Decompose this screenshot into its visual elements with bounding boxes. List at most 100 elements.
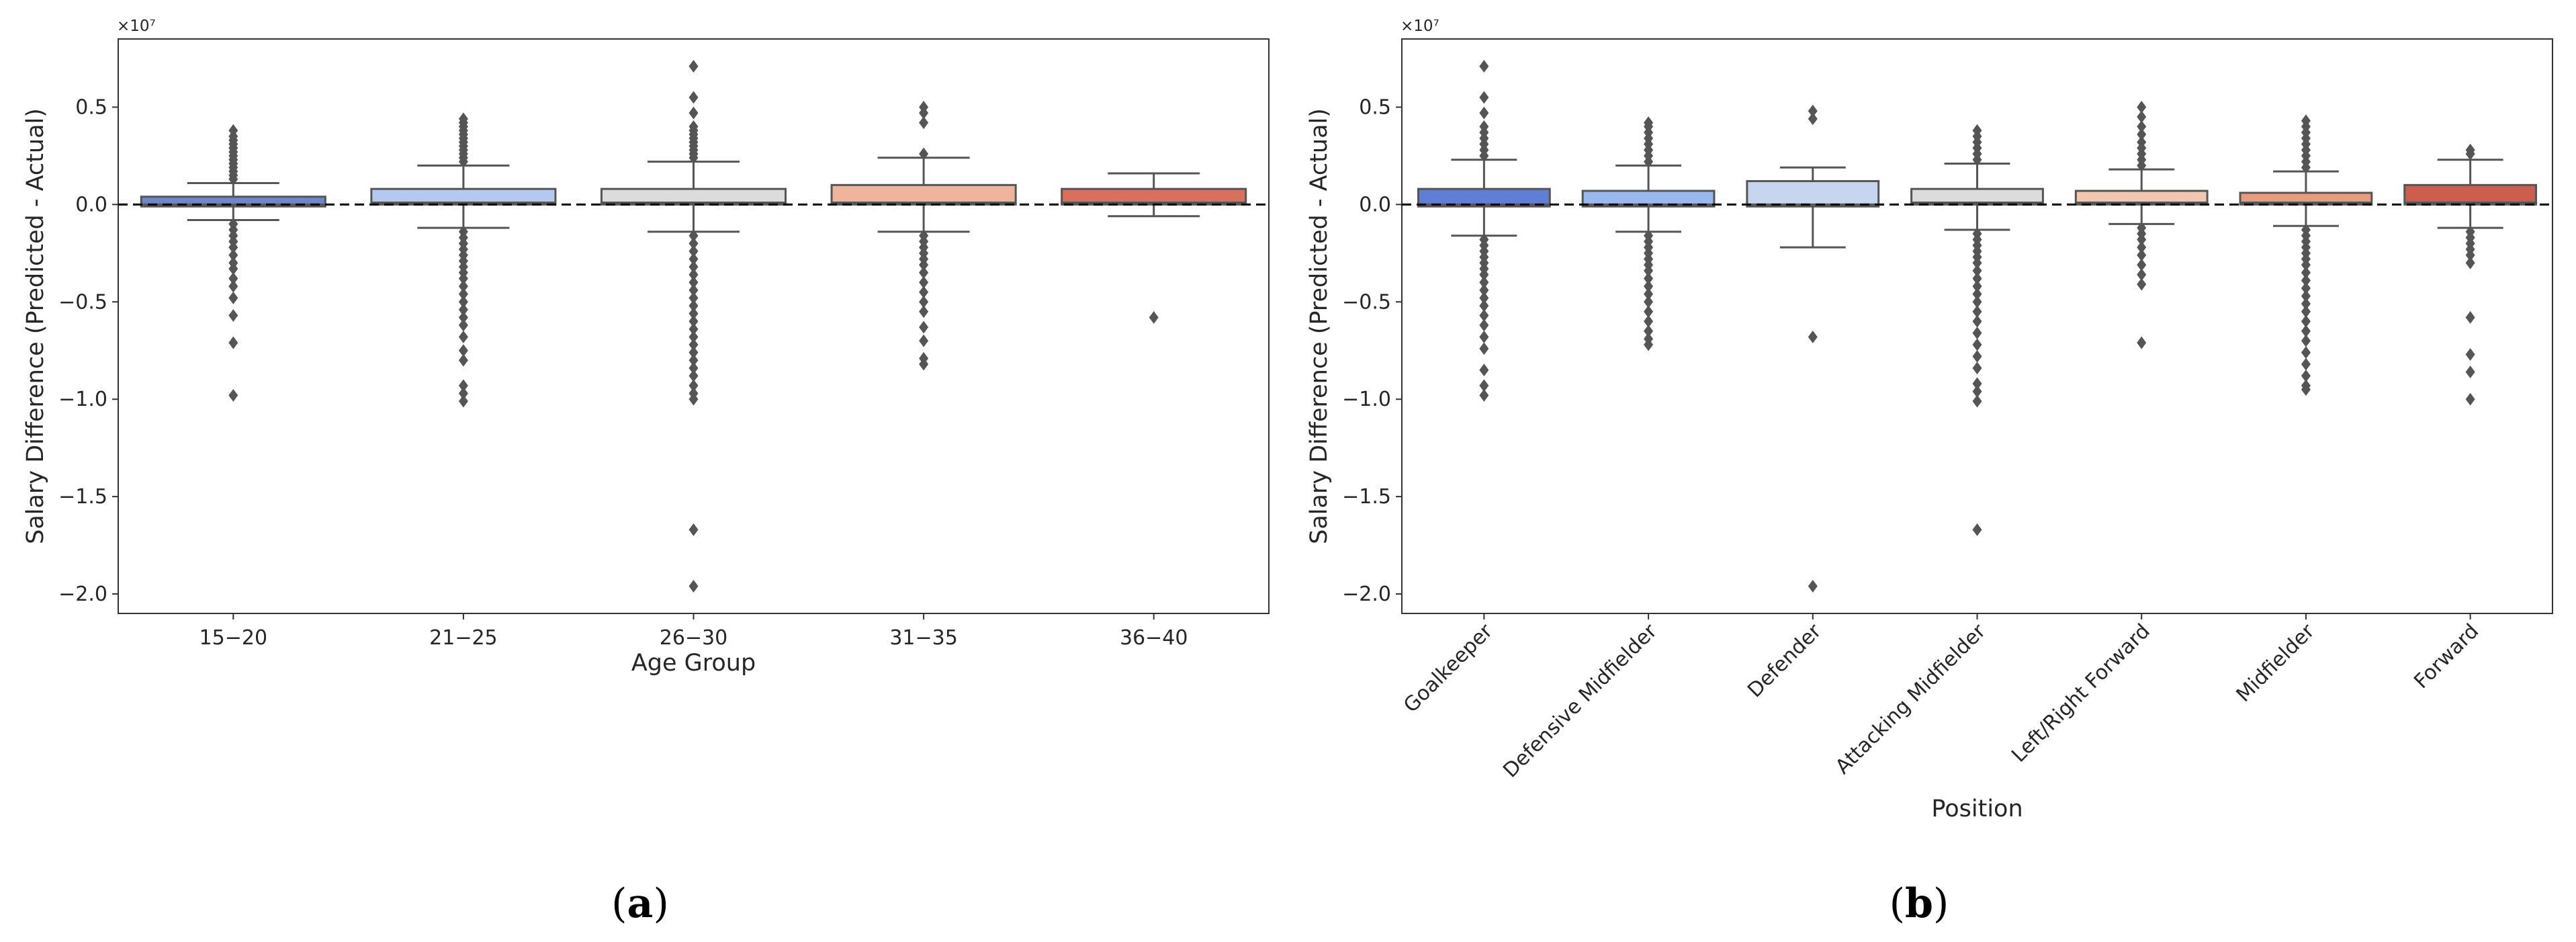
flier-point xyxy=(1479,275,1489,289)
flier-point xyxy=(458,272,468,285)
flier-point xyxy=(1972,124,1982,137)
flier-point xyxy=(1972,288,1982,301)
flier-point xyxy=(689,284,699,297)
box-0 xyxy=(1417,60,1551,402)
x-tick-label: Left/Right Forward xyxy=(2007,619,2155,767)
box-6 xyxy=(2403,143,2538,406)
flier-point xyxy=(458,318,468,332)
flier-point xyxy=(1808,330,1818,343)
flier-point xyxy=(2301,334,2311,347)
box-3 xyxy=(1910,124,2044,536)
x-tick-label: 21−25 xyxy=(429,626,497,650)
flier-point xyxy=(919,357,929,371)
box-iqr xyxy=(2403,183,2538,206)
flier-point xyxy=(689,579,699,593)
flier-point xyxy=(689,361,699,375)
flier-point xyxy=(1479,268,1489,282)
panel-caption: (a) xyxy=(611,880,669,927)
box-5 xyxy=(2239,114,2373,396)
flier-point xyxy=(1479,330,1489,343)
flier-point xyxy=(1808,112,1818,126)
x-axis-label: Position xyxy=(1931,796,2023,822)
flier-point xyxy=(2465,392,2475,406)
box-4 xyxy=(2074,100,2209,349)
flier-point xyxy=(689,523,699,536)
flier-point xyxy=(228,124,238,137)
flier-point xyxy=(1644,295,1654,308)
flier-point xyxy=(919,334,929,347)
flier-point xyxy=(689,91,699,104)
flier-point xyxy=(2137,249,2147,262)
flier-point xyxy=(2137,336,2147,349)
x-tick-label: Midfielder xyxy=(2232,619,2319,706)
flier-point xyxy=(1972,305,1982,318)
flier-point xyxy=(919,275,929,289)
flier-point xyxy=(458,379,468,392)
box-2 xyxy=(1746,104,1880,593)
flier-point xyxy=(458,394,468,408)
flier-point xyxy=(1644,272,1654,285)
flier-point xyxy=(1808,104,1818,118)
flier-point xyxy=(2301,290,2311,303)
flier-point xyxy=(458,303,468,316)
x-tick-label: Defender xyxy=(1743,619,1826,702)
flier-point xyxy=(2465,249,2475,262)
flier-point xyxy=(1479,106,1489,120)
flier-point xyxy=(689,338,699,351)
flier-point xyxy=(1972,349,1982,363)
flier-point xyxy=(919,266,929,280)
y-tick-label: −1.5 xyxy=(58,485,107,509)
flier-point xyxy=(228,292,238,304)
panel-caption-letter: a xyxy=(627,880,654,927)
flier-point xyxy=(458,344,468,357)
x-axis-label: Age Group xyxy=(631,650,756,677)
flier-point xyxy=(919,100,929,114)
flier-point xyxy=(1644,288,1654,301)
flier-point xyxy=(689,353,699,367)
box-2 xyxy=(600,60,787,593)
y-tick-label: 0.0 xyxy=(75,193,107,216)
flier-point xyxy=(2301,266,2311,280)
flier-point xyxy=(228,241,238,254)
flier-point xyxy=(1479,284,1489,297)
flier-point xyxy=(2301,314,2311,328)
flier-point xyxy=(1479,120,1489,133)
flier-point xyxy=(689,237,699,250)
flier-point xyxy=(2301,305,2311,318)
y-tick-label: −1.0 xyxy=(1342,388,1391,411)
box-3 xyxy=(830,100,1017,371)
flier-point xyxy=(1972,314,1982,328)
flier-point xyxy=(2137,268,2147,282)
x-tick-label: 36−40 xyxy=(1120,626,1188,650)
flier-point xyxy=(2301,114,2311,128)
flier-point xyxy=(1644,116,1654,130)
flier-point xyxy=(689,292,699,304)
flier-point xyxy=(1972,394,1982,408)
flier-point xyxy=(228,388,238,402)
flier-point xyxy=(1972,338,1982,351)
flier-point xyxy=(458,387,468,400)
flier-point xyxy=(689,260,699,273)
flier-point xyxy=(2137,100,2147,114)
flier-point xyxy=(2137,120,2147,133)
y-tick-label: −2.0 xyxy=(1342,583,1391,606)
flier-point xyxy=(1479,292,1489,304)
flier-point xyxy=(2465,348,2475,361)
box-iqr xyxy=(1910,187,2044,206)
flier-point xyxy=(1972,361,1982,375)
x-tick-label: Forward xyxy=(2409,619,2483,693)
flier-point xyxy=(1149,311,1159,324)
flier-point xyxy=(1972,523,1982,536)
y-tick-label: −1.0 xyxy=(58,388,107,411)
y-tick-label: −1.5 xyxy=(1342,485,1391,509)
y-offset-label: ×10⁷ xyxy=(117,17,156,35)
panel-b-boxplot: 0.5 0.0 −0.5 −1.0 −1.5 −2.0 ×10⁷ Salary Differe… xyxy=(1306,17,2553,927)
flier-point xyxy=(228,280,238,293)
flier-point xyxy=(458,295,468,308)
y-tick-label: −2.0 xyxy=(58,583,107,606)
flier-point xyxy=(919,320,929,334)
flier-point xyxy=(2465,143,2475,157)
flier-point xyxy=(1808,579,1818,593)
box-1 xyxy=(370,112,557,408)
flier-point xyxy=(2301,258,2311,271)
